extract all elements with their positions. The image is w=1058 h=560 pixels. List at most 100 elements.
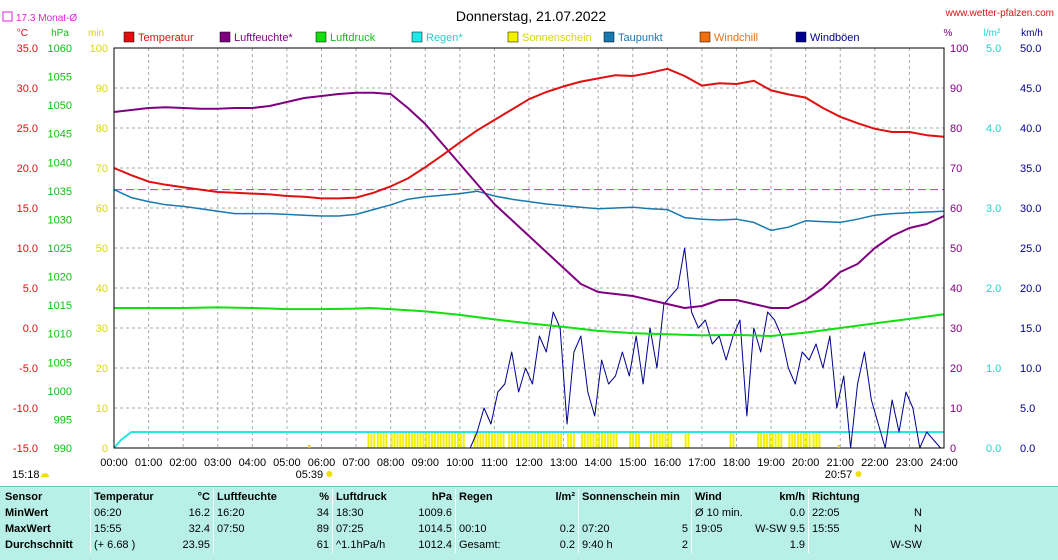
pressure-tick-label: 1025 bbox=[48, 243, 72, 255]
sunshine-bar bbox=[456, 431, 459, 448]
stats-header-wind: Wind bbox=[691, 489, 746, 505]
sunshine-bar bbox=[650, 431, 653, 448]
sunshine-bar bbox=[445, 431, 448, 448]
sunshine-bar bbox=[508, 431, 511, 448]
minutes-tick-label: 50 bbox=[96, 243, 108, 255]
rain-axis-unit: l/m² bbox=[984, 28, 1001, 39]
stats-cell: 00:10 bbox=[455, 521, 522, 537]
sunshine-bar bbox=[615, 431, 618, 448]
sunshine-bar bbox=[655, 431, 658, 448]
time-tick-label: 20:00 bbox=[792, 457, 820, 469]
sunshine-bar bbox=[528, 431, 531, 448]
pressure-tick-label: 1010 bbox=[48, 329, 72, 341]
stats-cell bbox=[807, 537, 864, 553]
minutes-tick-label: 20 bbox=[96, 363, 108, 375]
time-tick-label: 07:00 bbox=[342, 457, 370, 469]
pressure-tick-label: 1050 bbox=[48, 100, 72, 112]
sunshine-bar bbox=[765, 431, 768, 448]
sunshine-bar bbox=[539, 431, 542, 448]
pressure-tick-label: 1045 bbox=[48, 129, 72, 141]
wind-tick-label: 50.0 bbox=[1020, 43, 1041, 55]
sunshine-bar bbox=[451, 431, 454, 448]
sunshine-bar bbox=[780, 431, 783, 448]
time-tick-label: 05:00 bbox=[273, 457, 301, 469]
rain-line bbox=[113, 431, 944, 449]
stats-cell: 9:40 h bbox=[577, 537, 663, 553]
series-line-taupunkt bbox=[113, 188, 945, 232]
stats-cell: 1009.6 bbox=[418, 507, 452, 519]
temp-tick-label: 30.0 bbox=[17, 83, 38, 95]
stats-cell bbox=[577, 505, 663, 521]
stats-cell: Ø 10 min. bbox=[691, 505, 746, 521]
time-tick-label: 11:00 bbox=[481, 457, 508, 469]
stats-cell: 61 bbox=[316, 539, 329, 551]
sunshine-bar bbox=[586, 431, 589, 448]
stats-cell: 0.2 bbox=[559, 539, 575, 551]
rain-tick-label: 3.0 bbox=[986, 203, 1001, 215]
stats-cell: 22:05 bbox=[807, 505, 864, 521]
sunshine-bar bbox=[439, 431, 442, 448]
grid bbox=[113, 47, 945, 449]
percent-tick-label: 40 bbox=[950, 283, 962, 295]
legend-label: Sonnenschein bbox=[522, 32, 592, 44]
sunshine-bar bbox=[459, 431, 462, 448]
minutes-tick-label: 60 bbox=[96, 203, 108, 215]
legend-label: Temperatur bbox=[138, 32, 194, 44]
sunshine-bar bbox=[818, 431, 821, 448]
wind-tick-label: 5.0 bbox=[1020, 403, 1035, 415]
month-avg-marker-icon bbox=[2, 11, 13, 22]
legend-swatch bbox=[315, 31, 327, 43]
site-link[interactable]: www.wetter-pfalzen.com bbox=[945, 8, 1054, 19]
sunshine-bar bbox=[802, 431, 805, 448]
stats-header-rain: Regen bbox=[455, 489, 522, 505]
sunshine-bar bbox=[572, 431, 575, 448]
minutes-tick-label: 10 bbox=[96, 403, 108, 415]
stats-header-temp: Temperatur bbox=[90, 489, 163, 505]
sunshine-bar bbox=[583, 431, 586, 448]
time-tick-label: 10:00 bbox=[446, 457, 474, 469]
temp-tick-label: 5.0 bbox=[23, 283, 38, 295]
wind-tick-label: 10.0 bbox=[1020, 363, 1041, 375]
sunshine-bar bbox=[376, 431, 379, 448]
sun-icon bbox=[41, 473, 49, 477]
sunshine-bar bbox=[589, 431, 592, 448]
temp-tick-label: 35.0 bbox=[17, 43, 38, 55]
sunshine-bar bbox=[601, 431, 604, 448]
sunshine-bar bbox=[760, 431, 763, 448]
wind-tick-label: 0.0 bbox=[1020, 443, 1035, 455]
percent-tick-label: 50 bbox=[950, 243, 962, 255]
sunshine-bar bbox=[479, 431, 482, 448]
stats-header-temp-unit: °C bbox=[197, 491, 210, 503]
sunshine-bar bbox=[612, 431, 615, 448]
stats-cell: W-SW bbox=[890, 539, 922, 551]
sunshine-bar bbox=[379, 431, 382, 448]
rain-tick-label: 5.0 bbox=[986, 43, 1001, 55]
series-line-temperatur bbox=[113, 67, 945, 200]
sunshine-bar bbox=[405, 431, 408, 448]
time-tick-label: 21:00 bbox=[826, 457, 854, 469]
temp-tick-label: -5.0 bbox=[19, 363, 38, 375]
stats-header-sensor: Sensor bbox=[5, 491, 43, 503]
stats-cell: 34 bbox=[316, 507, 329, 519]
stats-cell: ^1.1hPa/h bbox=[332, 537, 399, 553]
sunshine-bar bbox=[396, 431, 399, 448]
stats-cell: 15:55 bbox=[90, 521, 163, 537]
sunshine-bar bbox=[667, 431, 670, 448]
stats-cell: (+ 6.68 ) bbox=[90, 537, 163, 553]
stats-table: Sensor Temperatur °C Luftfeuchte % Luftd… bbox=[2, 489, 925, 553]
temp-tick-label: 20.0 bbox=[17, 163, 38, 175]
wind-tick-label: 15.0 bbox=[1020, 323, 1041, 335]
sunrise-sun-icon bbox=[326, 471, 333, 477]
sunshine-bar bbox=[402, 431, 405, 448]
pressure-tick-label: 1015 bbox=[48, 300, 72, 312]
wind-tick-label: 20.0 bbox=[1020, 283, 1041, 295]
stats-cell: 07:20 bbox=[577, 521, 663, 537]
stats-cell: N bbox=[914, 507, 922, 519]
month-avg-label: 17.3 Monat-Ø bbox=[16, 13, 77, 24]
sunshine-bar bbox=[777, 431, 780, 448]
sunshine-bar bbox=[425, 431, 428, 448]
minutes-tick-label: 80 bbox=[96, 123, 108, 135]
sunshine-bar bbox=[774, 431, 777, 448]
stats-panel: Sensor Temperatur °C Luftfeuchte % Luftd… bbox=[0, 486, 1058, 560]
temp-tick-label: 0.0 bbox=[23, 323, 38, 335]
